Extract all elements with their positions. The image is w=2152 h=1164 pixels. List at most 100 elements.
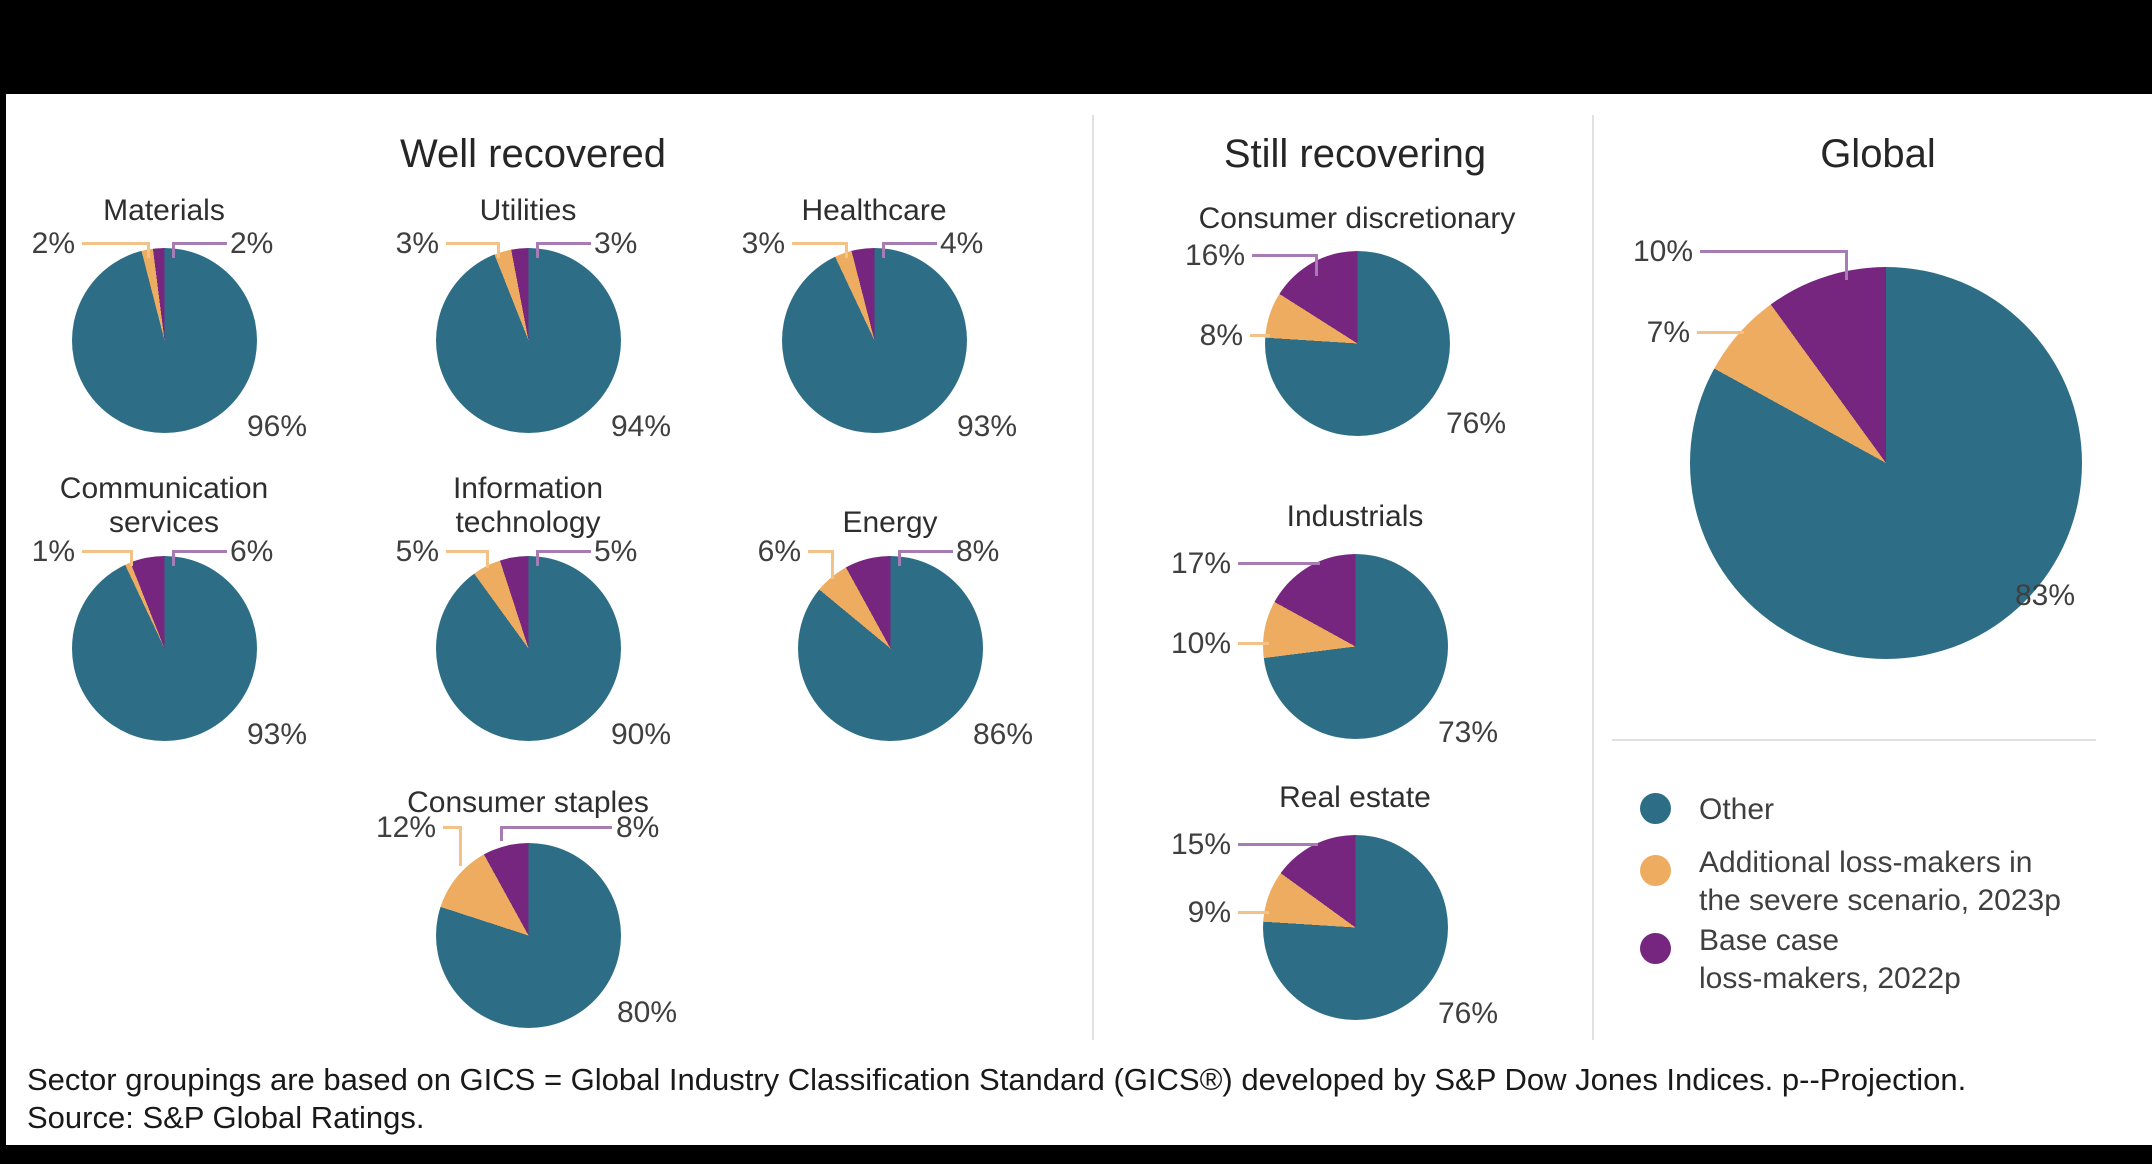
leader-line-base-case-utilities: [536, 242, 591, 245]
value-label-base_case-global: 10%: [1632, 235, 1693, 268]
value-label-other-information-technology: 90%: [611, 718, 672, 751]
pie-title-line: Consumer discretionary: [1198, 202, 1516, 235]
leader-line-base-case-materials: [172, 242, 175, 258]
pie-title-line: Communication: [59, 472, 269, 505]
value-label-additional-industrials: 10%: [1170, 627, 1231, 660]
value-label-base_case-consumer-discretionary: 16%: [1184, 239, 1245, 272]
pie-title-real-estate: Real estate: [1175, 781, 1535, 815]
pie-title-energy: Energy: [710, 506, 1070, 540]
pie-title-consumer-staples: Consumer staples: [348, 786, 708, 820]
legend-swatch-base-case-loss-makers: [1640, 933, 1671, 964]
leader-line-base-case-industrials: [1238, 562, 1320, 565]
pie-title-industrials: Industrials: [1175, 500, 1535, 534]
leader-line-additional-consumer-staples: [443, 826, 462, 829]
value-label-base_case-healthcare: 4%: [940, 227, 984, 260]
value-label-other-real-estate: 76%: [1438, 997, 1499, 1030]
leader-line-additional-utilities: [497, 242, 500, 258]
leader-line-base-case-information-technology: [536, 550, 591, 553]
pie-energy: [797, 555, 983, 741]
value-label-other-healthcare: 93%: [957, 410, 1018, 443]
leader-line-base-case-consumer-staples: [500, 826, 612, 829]
value-label-base_case-industrials: 17%: [1170, 547, 1231, 580]
value-label-base_case-materials: 2%: [230, 227, 274, 260]
leader-line-base-case-energy: [898, 550, 901, 566]
pie-title-line: Healthcare: [801, 194, 947, 227]
pie-title-consumer-discretionary: Consumer discretionary: [1177, 202, 1537, 236]
pie-consumer-discretionary: [1264, 250, 1450, 436]
value-label-base_case-real-estate: 15%: [1170, 828, 1231, 861]
value-label-base_case-energy: 8%: [956, 535, 1000, 568]
leader-line-additional-materials: [82, 242, 150, 245]
pie-title-line: technology: [455, 506, 601, 539]
pie-title-line: Real estate: [1279, 781, 1431, 814]
value-label-base_case-information-technology: 5%: [594, 535, 638, 568]
leader-line-additional-industrials: [1238, 642, 1269, 645]
pie-title-line: Consumer staples: [407, 786, 649, 819]
value-label-additional-global: 7%: [1646, 316, 1690, 349]
pie-title-materials: Materials: [0, 194, 344, 228]
pie-title-information-technology: Information technology: [348, 472, 708, 540]
footnote-line-2: Source: S&P Global Ratings.: [27, 1100, 425, 1135]
leader-line-base-case-consumer-discretionary: [1315, 254, 1318, 276]
legend-label-line: loss-makers, 2022p: [1699, 962, 1961, 995]
footnote-line-1: Sector groupings are based on GICS = Glo…: [27, 1062, 1967, 1097]
legend-label-line: Base case: [1699, 924, 1840, 957]
legend-swatch-additional-loss-makers: [1640, 855, 1671, 886]
value-label-other-global: 83%: [2015, 579, 2076, 612]
pie-materials: [71, 247, 257, 433]
leader-line-base-case-consumer-discretionary: [1252, 254, 1318, 257]
value-label-additional-utilities: 3%: [395, 227, 439, 260]
value-label-other-materials: 96%: [247, 410, 308, 443]
pie-title-line: Industrials: [1286, 500, 1424, 533]
legend-swatch-other: [1640, 793, 1671, 824]
leader-line-additional-communication-services: [130, 550, 133, 566]
divider-legend: [1612, 739, 2096, 741]
leader-line-base-case-materials: [172, 242, 227, 245]
value-label-additional-healthcare: 3%: [741, 227, 785, 260]
leader-line-additional-energy: [808, 550, 834, 553]
pie-title-healthcare: Healthcare: [694, 194, 1054, 228]
legend-label-other-line: Other: [1699, 793, 1775, 826]
legend-label-additional-loss-makers: Additional loss-makers in the severe sce…: [1699, 844, 2061, 920]
legend-label-line: Additional loss-makers in: [1699, 846, 2033, 879]
pie-title-line: Utilities: [479, 194, 577, 227]
value-label-other-consumer-staples: 80%: [617, 996, 678, 1029]
leader-line-base-case-global: [1700, 250, 1848, 253]
section-title-still-recovering: Still recovering: [1223, 132, 1487, 176]
pie-title-line: Information: [452, 472, 604, 505]
pie-information-technology: [435, 555, 621, 741]
value-label-base_case-utilities: 3%: [594, 227, 638, 260]
leader-line-additional-consumer-staples: [459, 826, 462, 866]
section-title-well-recovered: Well recovered: [399, 132, 667, 176]
leader-line-base-case-real-estate: [1238, 843, 1318, 846]
leader-line-base-case-global: [1845, 250, 1848, 280]
leader-line-base-case-information-technology: [536, 550, 539, 566]
leader-line-base-case-healthcare: [882, 242, 885, 258]
leader-line-additional-materials: [147, 242, 150, 258]
leader-line-base-case-consumer-staples: [500, 826, 503, 841]
leader-line-base-case-healthcare: [882, 242, 937, 245]
pie-communication-services: [71, 555, 257, 741]
leader-line-additional-energy: [831, 550, 834, 579]
leader-line-base-case-communication-services: [172, 550, 227, 553]
value-label-other-consumer-discretionary: 76%: [1446, 407, 1507, 440]
pie-title-line: Energy: [842, 506, 938, 539]
leader-line-additional-information-technology: [486, 550, 489, 568]
value-label-additional-consumer-staples: 12%: [375, 811, 436, 844]
section-title-global: Global: [1820, 132, 1936, 176]
leader-line-additional-global: [1697, 331, 1744, 334]
value-label-base_case-communication-services: 6%: [230, 535, 274, 568]
legend-label-base-case-loss-makers: Base case loss-makers, 2022p: [1699, 922, 1961, 998]
value-label-additional-materials: 2%: [31, 227, 75, 260]
pie-title-line: Materials: [103, 194, 225, 227]
pie-global: [1690, 267, 2082, 659]
pie-utilities: [435, 247, 621, 433]
leader-line-additional-healthcare: [845, 242, 848, 258]
pie-title-line: services: [108, 506, 220, 539]
pie-real-estate: [1262, 834, 1448, 1020]
leader-line-base-case-utilities: [536, 242, 539, 258]
divider-well-still: [1092, 115, 1094, 1040]
leader-line-base-case-communication-services: [172, 550, 175, 566]
leader-line-additional-information-technology: [446, 550, 489, 553]
